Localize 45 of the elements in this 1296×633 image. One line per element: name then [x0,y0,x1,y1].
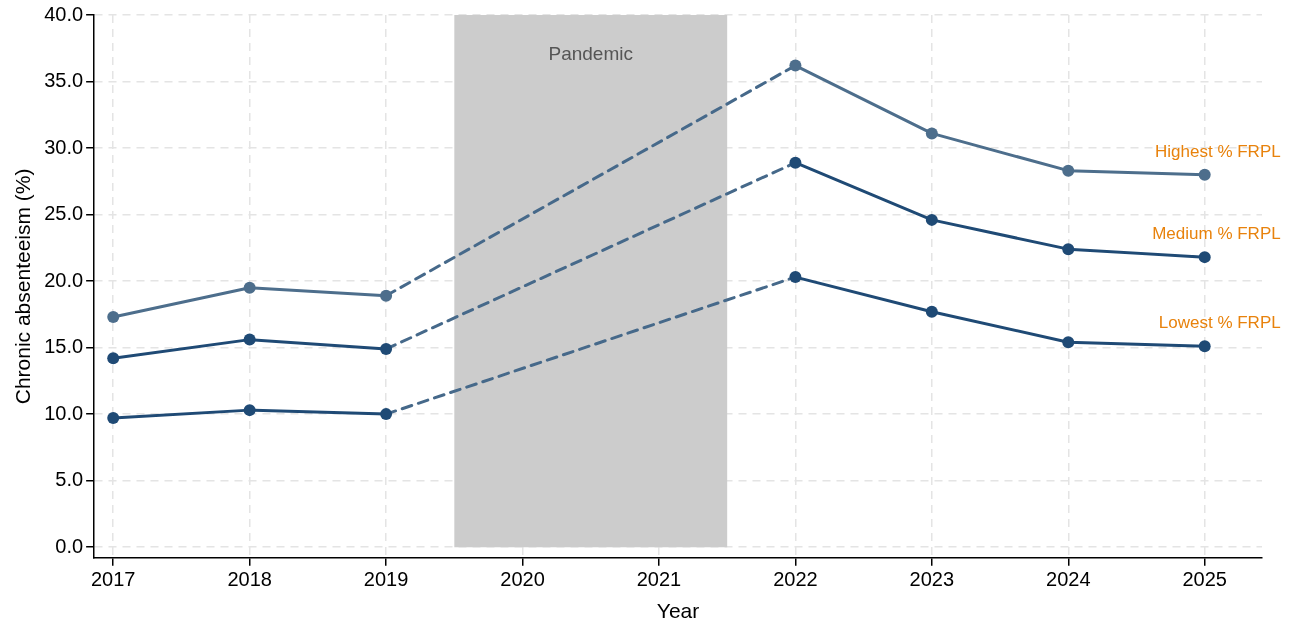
x-tick-label: 2019 [363,568,409,591]
series-label: Medium % FRPL [1152,224,1281,244]
series-label: Lowest % FRPL [1158,313,1281,333]
x-tick-label: 2018 [227,568,272,591]
y-tick-label: 15.0 [44,335,84,358]
point [243,333,256,346]
y-tick-label: 10.0 [44,401,84,424]
y-tick-label: 5.0 [55,468,84,491]
point [107,311,120,323]
x-tick-label: 2022 [773,568,818,591]
point [243,404,256,417]
y-tick-label: 35.0 [44,69,84,92]
x-tick-label: 2021 [636,568,682,591]
point [380,289,393,302]
x-tick-label: 2017 [90,568,136,591]
x-axis-title: Year [656,599,700,623]
point [925,305,938,318]
x-tick-label: 2024 [1046,568,1091,591]
point [789,59,802,72]
x-tick-label: 2023 [909,568,955,591]
point [1062,164,1075,177]
point [107,352,120,365]
x-tick-label: 2025 [1182,568,1227,591]
series-label: Highest % FRPL [1155,141,1281,161]
point [1198,168,1211,181]
point [1062,336,1075,349]
point [107,412,120,425]
point [789,156,802,169]
point [243,281,256,294]
y-tick-label: 20.0 [44,268,84,291]
y-tick-label: 30.0 [44,135,84,158]
point [925,213,938,226]
y-tick-label: 40.0 [44,2,84,25]
x-tick-label: 2020 [500,568,545,591]
point [1198,251,1211,264]
point [925,127,938,140]
y-axis-title: Chronic absenteeism (%) [11,168,35,405]
point [789,271,802,284]
y-tick-label: 0.0 [55,534,84,557]
point [1062,243,1075,256]
point [380,408,393,421]
band-label: Pandemic [548,42,633,64]
point [380,342,393,355]
y-tick-label: 25.0 [44,202,84,225]
point [1198,340,1211,353]
